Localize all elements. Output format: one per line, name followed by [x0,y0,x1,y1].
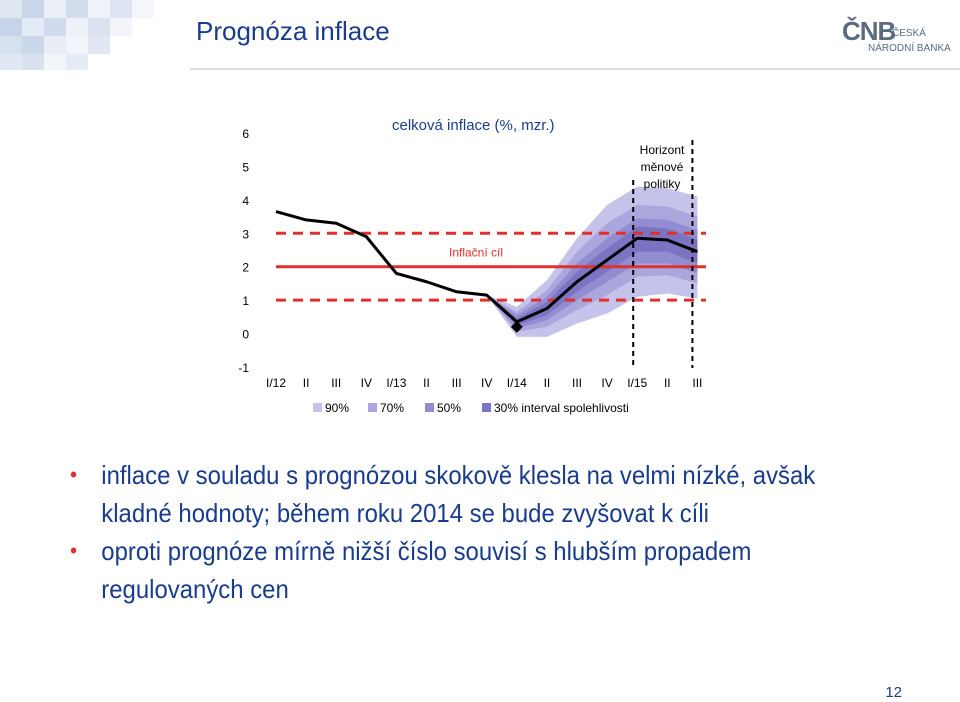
legend-label: 50% [437,401,461,415]
bullet-item: oproti prognóze mírně nižší číslo souvis… [70,532,861,608]
logo-mark: ČNB [842,16,896,46]
x-tick-label: IV [481,376,492,390]
actual-value-marker [510,320,523,333]
legend-label: 30% interval spolehlivosti [494,401,629,415]
x-tick-label: I/14 [507,376,527,390]
chart-title: celková inflace (%, mzr.) [392,117,555,134]
fan-band-30 [486,226,698,326]
y-tick-label: 3 [242,227,249,241]
x-tick-label: I/12 [266,376,286,390]
slide-title: Prognóza inflace [196,16,390,46]
title-divider [190,68,960,70]
y-tick-label: 2 [242,261,249,275]
bullet-item: inflace v souladu s prognózou skokově kl… [70,456,861,532]
legend-label: 70% [380,401,404,415]
logo-text-line1: ČESKÁ [892,28,926,39]
logo-text-line2: NÁRODNÍ BANKA [868,43,951,54]
y-tick-label: 5 [242,160,249,174]
y-tick-label: 6 [242,127,249,141]
horizon-label: politiky [644,177,681,191]
inflation-line [275,210,698,324]
legend-label: 90% [325,401,349,415]
target-label: Inflační cíl [449,246,503,260]
page-number: 12 [885,684,902,701]
horizon-label: měnové [641,160,684,174]
x-tick-label: IV [601,376,612,390]
x-tick-label: II [303,376,310,390]
bullet-list: inflace v souladu s prognózou skokově kl… [70,456,930,608]
legend-swatch [313,403,322,412]
x-tick-label: II [423,376,430,390]
x-tick-label: I/13 [386,376,406,390]
legend-swatch [482,403,491,412]
x-tick-label: III [692,376,702,390]
x-tick-label: II [664,376,671,390]
y-tick-label: 4 [242,194,249,208]
y-tick-label: 0 [242,328,249,342]
legend-swatch [425,403,434,412]
x-tick-label: IV [361,376,372,390]
horizon-label: Horizont [640,143,685,157]
y-tick-label: -1 [238,361,249,375]
x-tick-label: III [331,376,341,390]
decorative-mosaic [0,0,154,70]
cnb-logo: ČNB ČESKÁ NÁRODNÍ BANKA [842,16,952,56]
x-tick-label: II [544,376,551,390]
y-tick-label: 1 [242,294,249,308]
x-tick-label: III [572,376,582,390]
legend-swatch [368,403,377,412]
x-tick-label: I/15 [627,376,647,390]
x-tick-label: III [452,376,462,390]
